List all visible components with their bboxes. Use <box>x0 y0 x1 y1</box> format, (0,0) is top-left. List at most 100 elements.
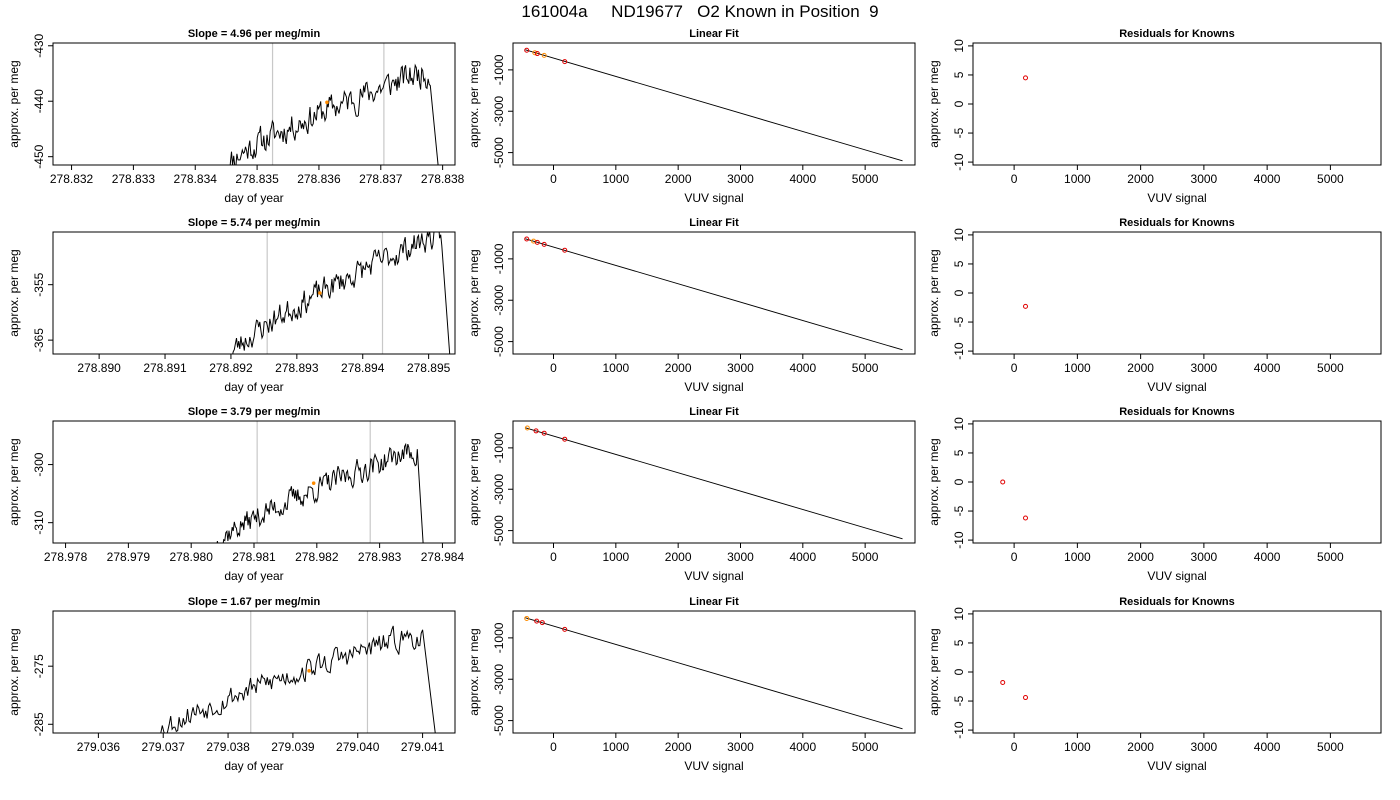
panel-title-r2c3: Residuals for Knowns <box>1119 217 1235 229</box>
x-tick-label-r3c1-1: 278.979 <box>107 550 151 564</box>
x-tick-label-r1c2-0: 0 <box>550 172 557 186</box>
x-tick-label-r1c2-5: 5000 <box>852 172 879 186</box>
x-axis-label-r2c1: day of year <box>224 380 283 394</box>
x-tick-label-r1c3-4: 4000 <box>1254 172 1281 186</box>
y-tick-label-r4c2-2: -1000 <box>492 622 506 653</box>
x-axis-label-r1c2: VUV signal <box>684 191 743 205</box>
y-tick-label-r1c1-1: -440 <box>32 89 46 113</box>
panel-title-r4c2: Linear Fit <box>689 596 739 608</box>
x-tick-label-r1c2-4: 4000 <box>789 172 816 186</box>
y-tick-label-r2c2-0: -5000 <box>492 326 506 357</box>
y-tick-label-r3c1-0: -310 <box>32 510 46 534</box>
y-axis-label-r3c2: approx. per meg <box>467 438 481 525</box>
plot-frame-r4c3 <box>972 610 1382 734</box>
y-tick-label-r4c3-2: 0 <box>952 668 966 675</box>
x-tick-label-r3c1-0: 278.978 <box>44 550 88 564</box>
y-axis-label-r2c2: approx. per meg <box>467 249 481 336</box>
x-tick-label-r4c2-2: 2000 <box>665 740 692 754</box>
point-r1c2-2 <box>534 51 540 57</box>
x-tick-label-r2c2-3: 3000 <box>727 361 754 375</box>
x-tick-label-r1c2-1: 1000 <box>602 172 629 186</box>
x-tick-label-r4c3-3: 3000 <box>1191 740 1218 754</box>
x-tick-label-r2c3-4: 4000 <box>1254 361 1281 375</box>
point-r3c3-1 <box>1023 515 1029 521</box>
x-axis-label-r2c3: VUV signal <box>1147 380 1206 394</box>
x-tick-label-r3c1-6: 278.984 <box>421 550 465 564</box>
x-axis-label-r1c1: day of year <box>224 191 283 205</box>
y-tick-label-r1c3-0: -10 <box>952 153 966 171</box>
plot-frame-r4c1 <box>52 610 456 734</box>
y-tick-label-r3c2-2: -1000 <box>492 432 506 463</box>
y-tick-label-r3c3-1: -5 <box>952 505 966 516</box>
x-tick-label-r4c1-5: 279.041 <box>401 740 445 754</box>
x-tick-label-r3c1-5: 278.983 <box>358 550 402 564</box>
x-tick-label-r1c3-0: 0 <box>1011 172 1018 186</box>
y-tick-label-r2c1-1: -355 <box>32 272 46 296</box>
y-tick-label-r3c3-3: 5 <box>952 449 966 456</box>
x-axis-label-r3c1: day of year <box>224 569 283 583</box>
y-tick-label-r3c3-0: -10 <box>952 531 966 549</box>
plot-frame-r2c3 <box>972 231 1382 355</box>
y-tick-label-r1c2-1: -3000 <box>492 96 506 127</box>
y-axis-label-r2c1: approx. per meg <box>7 249 21 336</box>
y-tick-label-r2c3-2: 0 <box>952 289 966 296</box>
y-tick-label-r2c3-1: -5 <box>952 316 966 327</box>
point-r4c3-0 <box>1000 679 1006 685</box>
point-r2c2-3 <box>541 241 547 247</box>
point-r1c2-3 <box>541 52 547 58</box>
y-tick-label-r3c3-2: 0 <box>952 478 966 485</box>
point-r4c3-1 <box>1023 695 1029 701</box>
figure-title: 161004a ND19677 O2 Known in Position 9 <box>521 2 879 21</box>
x-axis-label-r4c1: day of year <box>224 759 283 773</box>
x-tick-label-r3c1-2: 278.980 <box>169 550 213 564</box>
y-tick-label-r2c3-0: -10 <box>952 342 966 360</box>
x-tick-label-r1c1-1: 278.833 <box>112 172 156 186</box>
y-axis-label-r4c2: approx. per meg <box>467 628 481 715</box>
x-tick-label-r3c3-3: 3000 <box>1191 550 1218 564</box>
x-tick-label-r3c3-0: 0 <box>1011 550 1018 564</box>
x-tick-label-r2c1-4: 278.894 <box>341 361 385 375</box>
panel-title-r3c2: Linear Fit <box>689 406 739 418</box>
point-r4c2-0 <box>524 615 530 621</box>
x-tick-label-r4c1-0: 279.036 <box>77 740 121 754</box>
x-tick-label-r2c1-3: 278.893 <box>275 361 319 375</box>
y-axis-label-r2c3: approx. per meg <box>927 249 941 336</box>
x-tick-label-r2c1-5: 278.895 <box>407 361 451 375</box>
x-tick-label-r2c2-4: 4000 <box>789 361 816 375</box>
x-tick-label-r3c1-3: 278.981 <box>232 550 276 564</box>
plot-frame-r1c3 <box>972 42 1382 166</box>
x-tick-label-r2c1-2: 278.892 <box>209 361 253 375</box>
x-tick-label-r1c2-2: 2000 <box>665 172 692 186</box>
x-tick-label-r3c2-2: 2000 <box>665 550 692 564</box>
x-tick-label-r3c3-5: 5000 <box>1317 550 1344 564</box>
y-tick-label-r4c3-4: 10 <box>952 607 966 621</box>
fit-line-r2c2 <box>525 238 903 351</box>
x-tick-label-r1c1-5: 278.837 <box>359 172 403 186</box>
x-tick-label-r3c2-0: 0 <box>550 550 557 564</box>
x-tick-label-r2c3-0: 0 <box>1011 361 1018 375</box>
point-r3c2-2 <box>541 430 547 436</box>
y-tick-label-r2c2-2: -1000 <box>492 243 506 274</box>
x-tick-label-r3c2-5: 5000 <box>852 550 879 564</box>
y-tick-label-r3c1-1: -300 <box>32 452 46 476</box>
y-tick-label-r1c2-0: -5000 <box>492 137 506 168</box>
plot-frame-r3c3 <box>972 420 1382 544</box>
point-r3c3-0 <box>1000 479 1006 485</box>
x-tick-label-r2c3-3: 3000 <box>1191 361 1218 375</box>
data-line-r4c1 <box>160 625 436 733</box>
y-tick-label-r3c2-1: -3000 <box>492 474 506 505</box>
point-r3c2-1 <box>533 428 539 434</box>
x-tick-label-r4c1-4: 279.040 <box>336 740 380 754</box>
x-tick-label-r2c3-2: 2000 <box>1127 361 1154 375</box>
x-tick-label-r1c1-4: 278.836 <box>297 172 341 186</box>
y-tick-label-r3c2-0: -5000 <box>492 515 506 546</box>
fit-line-r1c2 <box>525 49 903 162</box>
y-tick-label-r1c3-1: -5 <box>952 127 966 138</box>
x-tick-label-r2c2-2: 2000 <box>665 361 692 375</box>
x-axis-label-r4c2: VUV signal <box>684 759 743 773</box>
y-tick-label-r4c3-1: -5 <box>952 695 966 706</box>
y-axis-label-r4c3: approx. per meg <box>927 628 941 715</box>
y-tick-label-r1c3-2: 0 <box>952 100 966 107</box>
x-axis-label-r1c3: VUV signal <box>1147 191 1206 205</box>
x-tick-label-r4c3-5: 5000 <box>1317 740 1344 754</box>
